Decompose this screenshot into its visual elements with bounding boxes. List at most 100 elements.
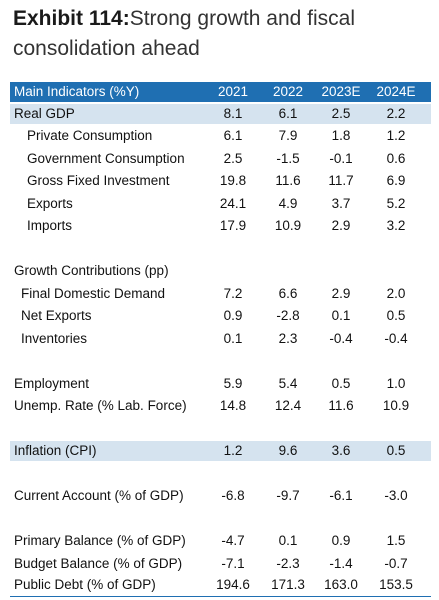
row-value-2021: 1.2 [223, 443, 243, 458]
row-value-2024e: 2.2 [386, 106, 406, 121]
row-label: Primary Balance (% of GDP) [14, 533, 186, 548]
row-label: Government Consumption [27, 151, 185, 166]
exhibit-title: Exhibit 114:Strong growth and fiscal con… [13, 4, 433, 64]
row-value-2021: 6.1 [223, 128, 243, 143]
row-label: Private Consumption [27, 128, 153, 143]
row-value-2023e: 11.7 [328, 173, 354, 188]
row-value-2023e: 2.5 [331, 106, 351, 121]
row-value-2021: 19.8 [219, 173, 247, 188]
row-value-2024e: -0.4 [384, 331, 408, 346]
table-row-government-consumption: Government Consumption 2.5 -1.5 -0.1 0.6 [10, 149, 431, 169]
table-row-real-gdp: Real GDP 8.1 6.1 2.5 2.2 [10, 104, 431, 124]
row-value-2023e: 2.9 [331, 218, 351, 233]
row-value-2021: -7.1 [221, 556, 245, 571]
table-row-public-debt: Public Debt (% of GDP) 194.6 171.3 163.0… [10, 575, 431, 595]
row-value-2024e: -3.0 [384, 488, 408, 503]
row-value-2022: -1.5 [276, 151, 300, 166]
row-value-2021: 24.1 [219, 196, 247, 211]
row-value-2024e: 3.2 [386, 218, 406, 233]
row-value-2021: 194.6 [216, 577, 250, 592]
row-value-2024e: 1.5 [386, 533, 406, 548]
table-row-net-exports: Net Exports 0.9 -2.8 0.1 0.5 [10, 306, 431, 326]
row-label: Unemp. Rate (% Lab. Force) [14, 398, 187, 413]
row-value-2024e: 0.5 [386, 443, 406, 458]
table-row-imports: Imports 17.9 10.9 2.9 3.2 [10, 216, 431, 236]
row-value-2023e: 163.0 [324, 577, 358, 592]
row-value-2021: 0.1 [223, 331, 243, 346]
row-value-2022: 5.4 [278, 376, 298, 391]
row-value-2021: 8.1 [223, 106, 243, 121]
table-row-budget-balance: Budget Balance (% of GDP) -7.1 -2.3 -1.4… [10, 554, 431, 574]
row-value-2021: -6.8 [221, 488, 245, 503]
row-value-2021: 7.2 [223, 286, 243, 301]
row-value-2023e: 11.6 [328, 398, 354, 413]
row-value-2021: 0.9 [223, 308, 243, 323]
row-label: Gross Fixed Investment [27, 173, 170, 188]
column-header-indicators: Main Indicators (%Y) [14, 84, 140, 99]
row-label: Public Debt (% of GDP) [14, 577, 156, 592]
row-value-2024e: 1.2 [386, 128, 406, 143]
row-value-2023e: -0.1 [329, 151, 353, 166]
row-value-2023e: -6.1 [329, 488, 353, 503]
row-value-2023e: 0.5 [331, 376, 351, 391]
table-row-gross-fixed-investment: Gross Fixed Investment 19.8 11.6 11.7 6.… [10, 171, 431, 191]
table-row-inventories: Inventories 0.1 2.3 -0.4 -0.4 [10, 329, 431, 349]
row-value-2023e: 2.9 [331, 286, 351, 301]
column-header-2024e: 2024E [376, 84, 416, 99]
row-value-2023e: 3.7 [331, 196, 351, 211]
table-row-current-account: Current Account (% of GDP) -6.8 -9.7 -6.… [10, 486, 431, 506]
row-label: Imports [27, 218, 73, 233]
row-label: Exports [27, 196, 73, 211]
section-label: Growth Contributions (pp) [14, 263, 169, 278]
column-header-2021: 2021 [217, 84, 249, 99]
exhibit-label: Exhibit 114: [13, 7, 130, 30]
row-value-2022: 0.1 [278, 533, 298, 548]
row-value-2021: 2.5 [223, 151, 243, 166]
row-value-2022: 6.1 [278, 106, 298, 121]
table-bottom-rule [10, 596, 431, 597]
row-value-2022: -2.8 [276, 308, 300, 323]
table-row-employment: Employment 5.9 5.4 0.5 1.0 [10, 374, 431, 394]
row-label: Employment [14, 376, 90, 391]
table-row-growth-contributions: Growth Contributions (pp) [10, 261, 431, 281]
row-value-2021: 14.8 [219, 398, 247, 413]
row-value-2022: 171.3 [271, 577, 305, 592]
row-value-2024e: 0.6 [386, 151, 406, 166]
row-label: Final Domestic Demand [21, 286, 166, 301]
row-value-2023e: -1.4 [329, 556, 353, 571]
row-value-2023e: 3.6 [331, 443, 351, 458]
row-value-2023e: 0.9 [331, 533, 351, 548]
row-label: Current Account (% of GDP) [14, 488, 184, 503]
exhibit-title-text: Strong growth and fiscal consolidation a… [13, 7, 356, 60]
row-value-2021: 17.9 [219, 218, 247, 233]
row-value-2022: 7.9 [278, 128, 298, 143]
row-label: Inflation (CPI) [14, 443, 97, 458]
row-label: Real GDP [14, 106, 75, 121]
row-value-2023e: 0.1 [331, 308, 351, 323]
row-label: Net Exports [21, 308, 92, 323]
row-label: Budget Balance (% of GDP) [14, 556, 183, 571]
column-header-2022: 2022 [272, 84, 304, 99]
row-value-2024e: 5.2 [386, 196, 406, 211]
row-value-2024e: 6.9 [386, 173, 406, 188]
row-value-2021: 5.9 [223, 376, 243, 391]
row-value-2023e: 1.8 [331, 128, 351, 143]
row-value-2022: 4.9 [278, 196, 298, 211]
row-value-2021: -4.7 [221, 533, 245, 548]
row-label: Inventories [21, 331, 88, 346]
row-value-2023e: -0.4 [329, 331, 353, 346]
row-value-2024e: 2.0 [386, 286, 406, 301]
table-row-inflation: Inflation (CPI) 1.2 9.6 3.6 0.5 [10, 441, 431, 461]
table-row-final-domestic-demand: Final Domestic Demand 7.2 6.6 2.9 2.0 [10, 284, 431, 304]
row-value-2022: 2.3 [278, 331, 298, 346]
row-value-2022: 10.9 [274, 218, 302, 233]
row-value-2022: 12.4 [274, 398, 302, 413]
table-row-private-consumption: Private Consumption 6.1 7.9 1.8 1.2 [10, 126, 431, 146]
row-value-2024e: 153.5 [379, 577, 413, 592]
row-value-2022: -2.3 [276, 556, 300, 571]
row-value-2022: 6.6 [278, 286, 298, 301]
column-header-2023e: 2023E [321, 84, 361, 99]
row-value-2024e: -0.7 [384, 556, 408, 571]
row-value-2024e: 10.9 [382, 398, 410, 413]
row-value-2022: 11.6 [275, 173, 301, 188]
